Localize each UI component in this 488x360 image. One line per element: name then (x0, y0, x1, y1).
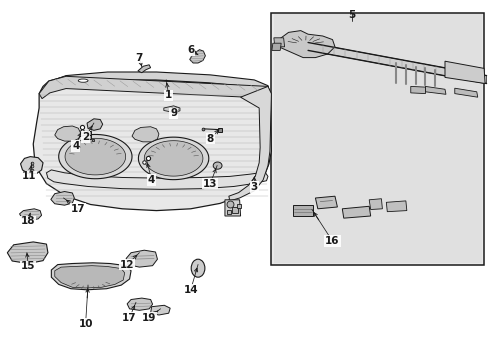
Polygon shape (228, 86, 271, 201)
Polygon shape (144, 141, 203, 176)
Polygon shape (368, 199, 382, 210)
Ellipse shape (213, 162, 222, 169)
Polygon shape (55, 266, 124, 288)
Polygon shape (189, 50, 205, 63)
Text: 17: 17 (122, 312, 137, 323)
Polygon shape (293, 205, 312, 216)
Ellipse shape (78, 79, 88, 82)
Text: 12: 12 (120, 260, 134, 270)
Polygon shape (59, 135, 132, 179)
Text: 18: 18 (20, 216, 35, 226)
Text: 14: 14 (183, 285, 198, 295)
Polygon shape (273, 38, 284, 47)
Polygon shape (46, 72, 267, 94)
Text: 15: 15 (21, 261, 36, 271)
Polygon shape (163, 106, 180, 112)
Text: 4: 4 (147, 175, 155, 185)
Polygon shape (65, 138, 125, 175)
Polygon shape (454, 88, 477, 97)
Bar (271, 13, 483, 265)
Text: 6: 6 (187, 45, 194, 55)
Text: 11: 11 (22, 171, 37, 181)
Polygon shape (132, 127, 159, 142)
Polygon shape (150, 305, 170, 315)
Polygon shape (138, 137, 208, 180)
Polygon shape (425, 86, 445, 94)
Polygon shape (386, 201, 406, 212)
Polygon shape (315, 196, 337, 209)
Polygon shape (138, 65, 150, 73)
Text: 9: 9 (170, 108, 177, 118)
Text: 8: 8 (206, 134, 213, 144)
Text: 4: 4 (72, 141, 80, 151)
Polygon shape (127, 298, 152, 310)
Text: 7: 7 (135, 53, 143, 63)
Polygon shape (444, 61, 484, 84)
Polygon shape (20, 157, 43, 174)
Text: 2: 2 (82, 132, 89, 142)
Polygon shape (51, 263, 131, 290)
Text: 5: 5 (348, 10, 355, 20)
Polygon shape (126, 250, 157, 267)
Text: 1: 1 (165, 90, 172, 100)
Text: 16: 16 (325, 236, 339, 246)
Polygon shape (224, 200, 240, 216)
Polygon shape (271, 43, 281, 50)
Polygon shape (278, 31, 334, 58)
Polygon shape (87, 119, 102, 130)
Text: 19: 19 (142, 312, 156, 323)
Polygon shape (410, 86, 425, 94)
Polygon shape (51, 192, 74, 205)
Text: 10: 10 (78, 319, 93, 329)
Ellipse shape (191, 259, 204, 277)
Polygon shape (39, 76, 269, 101)
Polygon shape (33, 76, 271, 211)
Bar (273, 14, 481, 263)
Polygon shape (307, 42, 486, 84)
Text: 3: 3 (250, 182, 257, 192)
Polygon shape (46, 170, 267, 189)
Text: 17: 17 (71, 204, 85, 214)
Polygon shape (20, 209, 41, 220)
Polygon shape (342, 206, 370, 218)
Polygon shape (55, 126, 81, 141)
Text: 13: 13 (203, 179, 217, 189)
Polygon shape (7, 242, 48, 264)
